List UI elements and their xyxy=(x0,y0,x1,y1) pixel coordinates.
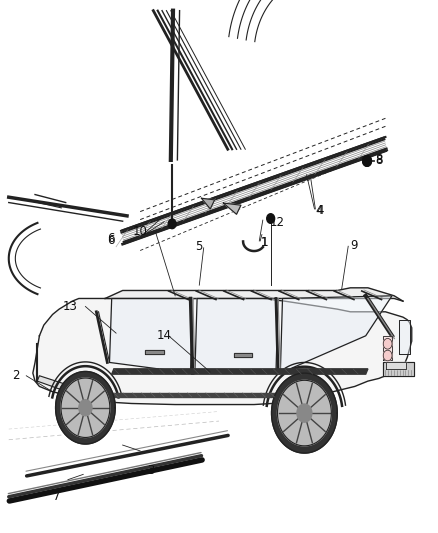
Text: 6: 6 xyxy=(107,235,115,247)
Polygon shape xyxy=(272,373,337,453)
Text: 10: 10 xyxy=(132,225,147,238)
Text: 4: 4 xyxy=(316,204,324,217)
Text: 8: 8 xyxy=(375,155,383,167)
Circle shape xyxy=(363,156,371,166)
Polygon shape xyxy=(79,400,92,416)
Polygon shape xyxy=(399,320,410,354)
Polygon shape xyxy=(112,393,283,397)
Polygon shape xyxy=(223,203,241,214)
Polygon shape xyxy=(383,362,414,376)
Polygon shape xyxy=(195,298,278,373)
Text: 14: 14 xyxy=(156,329,171,342)
Polygon shape xyxy=(33,298,412,405)
Text: 13: 13 xyxy=(62,300,77,313)
Text: 2: 2 xyxy=(12,369,19,382)
Polygon shape xyxy=(386,362,406,369)
Text: 4: 4 xyxy=(315,204,323,217)
Text: 8: 8 xyxy=(375,154,383,166)
Circle shape xyxy=(383,350,392,361)
Text: 7: 7 xyxy=(53,490,61,503)
Polygon shape xyxy=(56,372,115,444)
Polygon shape xyxy=(110,298,193,373)
Circle shape xyxy=(267,214,275,223)
Circle shape xyxy=(363,156,371,166)
Text: 9: 9 xyxy=(350,239,358,252)
Text: 1: 1 xyxy=(261,236,268,249)
Polygon shape xyxy=(383,336,392,360)
Text: 6: 6 xyxy=(107,232,115,245)
Polygon shape xyxy=(297,404,312,422)
Polygon shape xyxy=(234,353,252,357)
Text: 1: 1 xyxy=(261,236,268,249)
Polygon shape xyxy=(37,376,72,393)
Polygon shape xyxy=(112,369,368,374)
Circle shape xyxy=(168,219,176,229)
Polygon shape xyxy=(278,381,331,446)
Polygon shape xyxy=(105,288,403,301)
Text: 12: 12 xyxy=(269,216,284,229)
Polygon shape xyxy=(145,350,164,354)
Text: 5: 5 xyxy=(195,240,203,253)
Text: 3: 3 xyxy=(148,464,155,477)
Polygon shape xyxy=(280,296,392,373)
Circle shape xyxy=(383,338,392,349)
Circle shape xyxy=(363,156,371,166)
Polygon shape xyxy=(61,378,110,438)
Polygon shape xyxy=(201,198,215,209)
